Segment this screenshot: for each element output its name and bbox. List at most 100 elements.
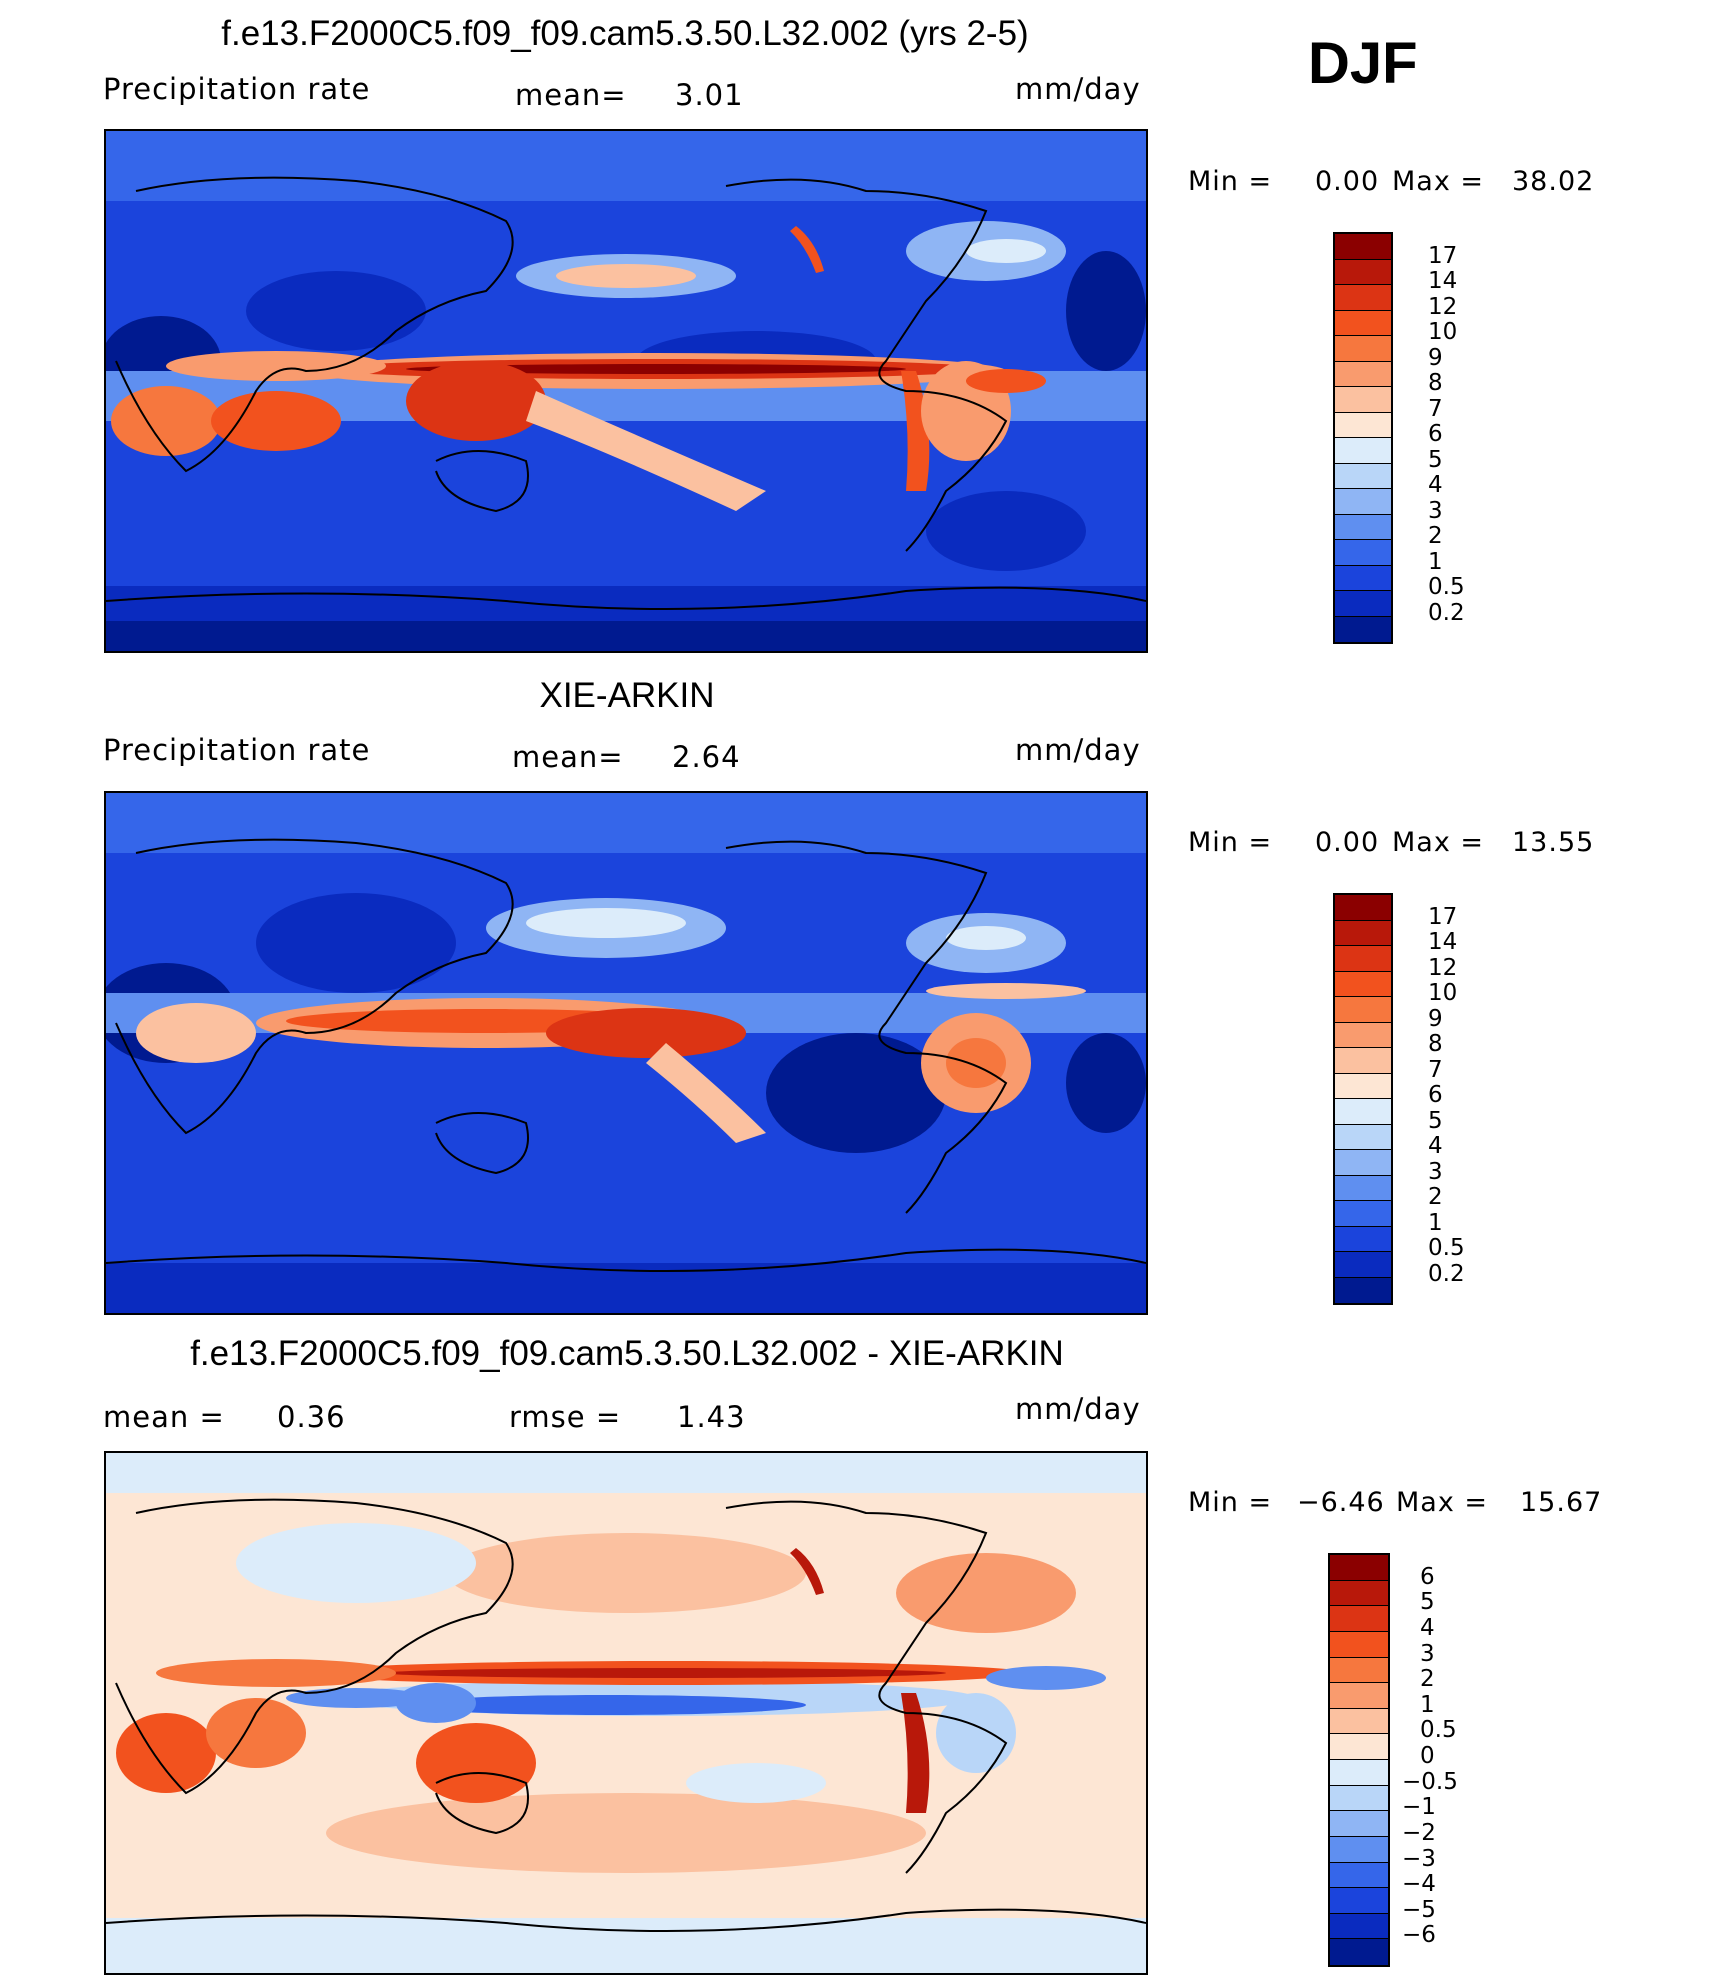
- map-3-asia-negative: [236, 1523, 476, 1603]
- colorbar-swatch: [1330, 1683, 1388, 1709]
- colorbar-swatch: [1335, 920, 1391, 946]
- colorbar-swatch: [1335, 463, 1391, 489]
- colorbar-swatch: [1330, 1631, 1388, 1658]
- map-2-spcz-rain: [546, 1008, 746, 1058]
- panel-2-title: XIE-ARKIN: [539, 676, 715, 715]
- panel-1-colorbar: [1333, 232, 1393, 644]
- map-1-madagascar-rain: [211, 391, 341, 451]
- colorbar-swatch: [1335, 1201, 1391, 1227]
- map-1-coast-australia: [435, 450, 529, 513]
- map-2-spcz: [646, 1043, 766, 1143]
- map-3-atlantic-negative: [986, 1666, 1106, 1690]
- colorbar-tick-label: 0: [1420, 1743, 1435, 1769]
- map-1-alaska-coast: [790, 226, 824, 273]
- colorbar-swatch: [1335, 565, 1391, 591]
- colorbar-swatch: [1335, 234, 1391, 260]
- colorbar-tick-label: 14: [1428, 929, 1458, 955]
- colorbar-tick-label: 14: [1428, 268, 1458, 294]
- map-1-coast-eurasia-africa: [115, 176, 514, 473]
- map-2-coast-americas: [725, 840, 1008, 1214]
- map-3-coastlines: [106, 1498, 1146, 1932]
- map-3-arctic-band: [106, 1453, 1146, 1493]
- colorbar-tick-label: 12: [1428, 954, 1458, 981]
- map-1-itcz-core: [406, 364, 906, 374]
- colorbar-tick-label: 5: [1420, 1589, 1435, 1616]
- map-3-indian-positive: [156, 1659, 396, 1687]
- panel-3-rmse-label: rmse =: [509, 1400, 622, 1434]
- map-1-coast-americas: [725, 178, 1008, 552]
- colorbar-tick-label: 12: [1428, 293, 1458, 320]
- panel-2-colorbar: [1333, 893, 1393, 1305]
- colorbar-swatch: [1330, 1862, 1388, 1889]
- panel-2-colorbar-labels: 17 14 12 10 9 8 7 6 5 4 3 2 1 0.5 0.2: [1410, 905, 1530, 1287]
- colorbar-tick-label: 8: [1428, 370, 1443, 396]
- colorbar-tick-label: 5: [1428, 1107, 1443, 1134]
- colorbar-tick-label: 17: [1428, 242, 1458, 269]
- colorbar-tick-label: −6: [1402, 1922, 1436, 1949]
- colorbar-swatch: [1335, 997, 1391, 1023]
- panel-1-min-value: 0.00: [1315, 166, 1380, 197]
- colorbar-swatch: [1335, 336, 1391, 362]
- map-3-amazon-negative: [936, 1693, 1016, 1773]
- colorbar-tick-label: 2: [1420, 1666, 1435, 1693]
- colorbar-tick-label: 1: [1428, 548, 1443, 575]
- colorbar-tick-label: 6: [1428, 421, 1443, 447]
- colorbar-tick-label: 0.2: [1428, 1260, 1465, 1287]
- map-1-dry-north-africa: [1066, 251, 1146, 371]
- map-2-northern-band: [106, 793, 1146, 853]
- colorbar-swatch: [1330, 1580, 1388, 1607]
- colorbar-tick-label: 5: [1428, 446, 1443, 473]
- colorbar-tick-label: 1: [1420, 1691, 1435, 1718]
- colorbar-swatch: [1335, 514, 1391, 540]
- map-1-antarctica: [106, 621, 1146, 651]
- panel-3-colorbar: [1328, 1553, 1390, 1967]
- panel-3-min-label: Min =: [1188, 1487, 1273, 1518]
- colorbar-swatch: [1335, 540, 1391, 566]
- colorbar-tick-label: 6: [1420, 1563, 1435, 1590]
- map-3-south-pacific-negative: [686, 1763, 826, 1803]
- colorbar-swatch: [1330, 1734, 1388, 1760]
- map-3-maritime-negative: [396, 1683, 476, 1723]
- colorbar-tick-label: 0.2: [1428, 599, 1465, 626]
- panel-2-map: [104, 791, 1148, 1315]
- panel-2-min-label: Min =: [1188, 827, 1273, 858]
- colorbar-swatch: [1335, 971, 1391, 997]
- colorbar-tick-label: 1: [1428, 1209, 1443, 1236]
- panel-1-units: mm/day: [1015, 72, 1141, 106]
- panel-1-min-label: Min =: [1188, 166, 1273, 197]
- colorbar-tick-label: −4: [1402, 1871, 1436, 1898]
- map-2-coast-antarctica: [106, 1248, 1146, 1272]
- map-3-madagascar-positive: [206, 1698, 306, 1768]
- colorbar-swatch: [1330, 1785, 1388, 1812]
- panel-3-map-svg: [106, 1453, 1146, 1973]
- colorbar-swatch: [1330, 1913, 1388, 1940]
- colorbar-tick-label: 7: [1428, 395, 1443, 422]
- map-2-amazon-core: [946, 1038, 1006, 1088]
- map-1-maritime-continent: [406, 361, 546, 441]
- colorbar-swatch: [1335, 1124, 1391, 1150]
- colorbar-swatch: [1335, 1277, 1391, 1303]
- map-3-southern-ocean-positive: [326, 1793, 926, 1873]
- panel-1-max-value: 38.02: [1512, 166, 1595, 197]
- colorbar-tick-label: 0.5: [1428, 1235, 1465, 1261]
- colorbar-swatch: [1335, 489, 1391, 515]
- panel-3-units: mm/day: [1015, 1392, 1141, 1426]
- colorbar-tick-label: 3: [1420, 1640, 1435, 1667]
- panel-2-units: mm/day: [1015, 733, 1141, 767]
- colorbar-swatch: [1335, 1099, 1391, 1125]
- colorbar-tick-label: 2: [1428, 523, 1443, 549]
- colorbar-swatch: [1335, 1175, 1391, 1201]
- map-1-spcz: [526, 391, 766, 511]
- colorbar-swatch: [1335, 412, 1391, 438]
- colorbar-swatch: [1330, 1760, 1388, 1786]
- map-3-antarctic-band: [106, 1918, 1146, 1973]
- colorbar-tick-label: −5: [1402, 1896, 1436, 1923]
- panel-2-map-svg: [106, 793, 1146, 1313]
- panel-3-rmse-value: 1.43: [677, 1400, 746, 1434]
- panel-3-mean-label: mean =: [103, 1400, 225, 1434]
- map-2-coastlines: [106, 838, 1146, 1272]
- map-1-storm-track-atlantic-core: [966, 239, 1046, 263]
- colorbar-swatch: [1335, 387, 1391, 413]
- map-3-north-atlantic-positive: [896, 1553, 1076, 1633]
- colorbar-swatch: [1330, 1606, 1388, 1632]
